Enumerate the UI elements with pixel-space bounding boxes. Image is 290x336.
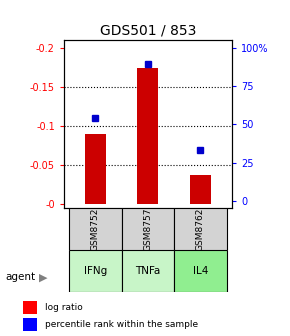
FancyBboxPatch shape — [122, 208, 174, 250]
Bar — [190, 175, 211, 204]
Text: GSM8752: GSM8752 — [91, 208, 100, 251]
Text: IFNg: IFNg — [84, 266, 107, 276]
Title: GDS501 / 853: GDS501 / 853 — [100, 24, 196, 38]
Text: IL4: IL4 — [193, 266, 208, 276]
FancyBboxPatch shape — [174, 250, 227, 292]
Text: percentile rank within the sample: percentile rank within the sample — [45, 320, 198, 329]
Text: TNFa: TNFa — [135, 266, 161, 276]
Text: GSM8757: GSM8757 — [143, 208, 153, 251]
FancyBboxPatch shape — [69, 208, 122, 250]
Bar — [23, 301, 37, 314]
FancyBboxPatch shape — [122, 250, 174, 292]
FancyBboxPatch shape — [69, 250, 122, 292]
Text: log ratio: log ratio — [45, 303, 83, 312]
Text: agent: agent — [6, 272, 36, 282]
Text: ▶: ▶ — [39, 272, 48, 282]
Bar — [85, 134, 106, 204]
Bar — [23, 318, 37, 331]
Text: GSM8762: GSM8762 — [196, 208, 205, 251]
Bar — [137, 68, 158, 204]
FancyBboxPatch shape — [174, 208, 227, 250]
